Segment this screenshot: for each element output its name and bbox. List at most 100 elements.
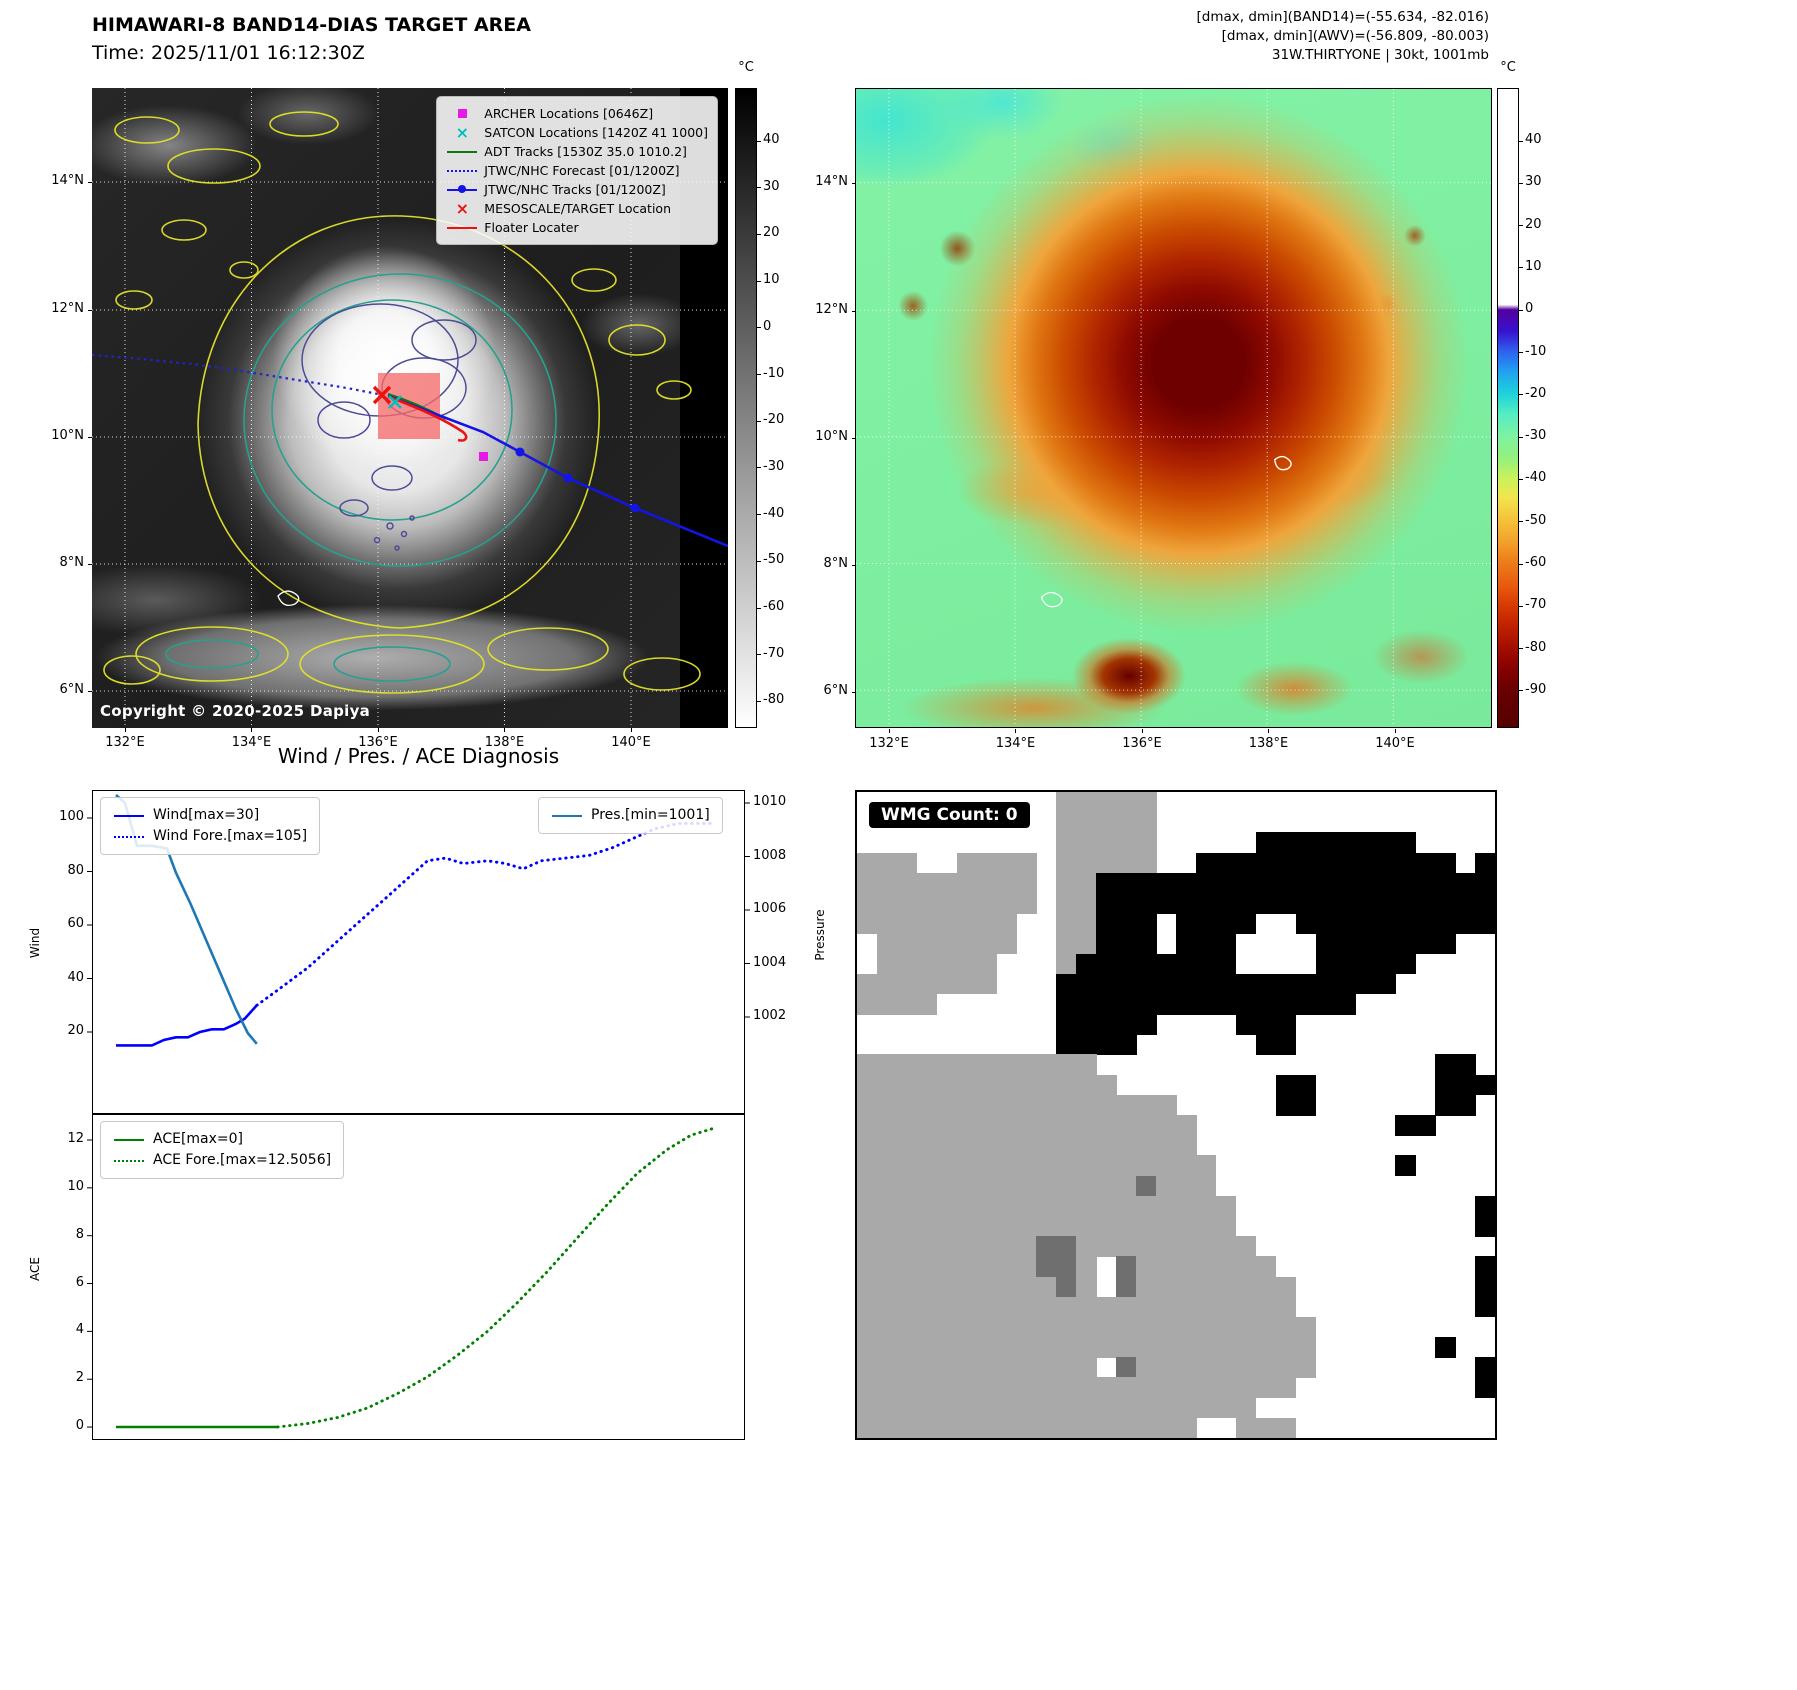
wmg-cell xyxy=(1056,1175,1077,1197)
wmg-cell xyxy=(956,953,978,975)
wmg-cell xyxy=(1036,1195,1057,1217)
wmg-cell xyxy=(1255,1014,1277,1035)
wmg-cell xyxy=(976,1316,998,1338)
wmg-cell xyxy=(1176,913,1197,934)
colorbar-tick xyxy=(1519,182,1523,184)
chart-y-tick-label: 12 xyxy=(67,1131,84,1146)
wmg-cell xyxy=(1116,1195,1137,1217)
wmg-cell xyxy=(1076,1135,1097,1156)
chart-y-tick-label: 80 xyxy=(67,862,84,878)
wmg-cell xyxy=(1195,1276,1217,1298)
wmg-cell xyxy=(916,1236,938,1257)
wmg-cell xyxy=(916,1195,938,1217)
wmg-cell xyxy=(1056,1034,1077,1056)
wmg-cell xyxy=(1475,1377,1495,1399)
ace-axis-label: ACE xyxy=(28,1257,42,1281)
y-tick-label: 12°N xyxy=(815,302,848,317)
wmg-cell xyxy=(1156,1377,1177,1399)
wmg-cell xyxy=(1096,1337,1117,1358)
wmg-cell xyxy=(1096,1397,1117,1419)
axis-tick xyxy=(124,728,126,732)
wmg-cell xyxy=(916,1135,938,1156)
wmg-cell xyxy=(1116,953,1137,975)
wmg-cell xyxy=(1136,792,1157,813)
wmg-cell xyxy=(857,1256,878,1278)
wmg-cell xyxy=(956,1094,978,1116)
wmg-cell xyxy=(916,1215,938,1237)
wmg-cell xyxy=(1195,1397,1217,1419)
wmg-cell xyxy=(936,1357,958,1379)
legend-swatch xyxy=(114,1138,144,1141)
wmg-cell xyxy=(1096,1236,1117,1257)
wmg-cell xyxy=(1315,892,1337,914)
legend-item: ADT Tracks [1530Z 35.0 1010.2] xyxy=(446,142,708,161)
plot-border xyxy=(92,1113,745,1440)
wmg-cell xyxy=(1136,973,1157,995)
wmg-cell xyxy=(1176,1417,1197,1438)
wmg-cell xyxy=(1056,1236,1077,1257)
wmg-cell xyxy=(1435,1074,1456,1096)
wmg-cell xyxy=(956,1397,978,1419)
wmg-cell xyxy=(1056,973,1077,995)
colorbar-tick xyxy=(757,560,761,562)
wmg-cell xyxy=(936,1094,958,1116)
wind-legend: Wind[max=30] Wind Fore.[max=105] xyxy=(100,797,321,855)
wmg-cell xyxy=(1056,1316,1077,1338)
floater-locater-line xyxy=(388,395,468,442)
legend-item: Wind Fore.[max=105] xyxy=(113,826,307,847)
wmg-cell xyxy=(1076,1377,1097,1399)
coastline-contour xyxy=(277,590,300,607)
wmg-cell xyxy=(1395,872,1416,894)
wmg-cell xyxy=(1116,993,1137,1015)
wmg-cell xyxy=(1235,1014,1257,1035)
wmg-cell xyxy=(857,1276,878,1298)
wmg-cell xyxy=(1235,1236,1257,1257)
axis-tick xyxy=(1394,729,1396,733)
wmg-cell xyxy=(936,1236,958,1257)
wmg-cell xyxy=(976,1377,998,1399)
wmg-cell xyxy=(1235,872,1257,894)
wmg-cell xyxy=(1016,1215,1038,1237)
colorbar-tick xyxy=(1519,394,1523,396)
line-marker-icon xyxy=(446,226,478,229)
wmg-cell xyxy=(1136,1296,1157,1318)
wmg-cell xyxy=(876,1397,898,1419)
wmg-cell xyxy=(1036,1397,1057,1419)
colorbar-tick-label: 10 xyxy=(763,272,780,288)
wmg-cell xyxy=(976,953,998,975)
wmg-cell xyxy=(976,1337,998,1358)
wmg-cell xyxy=(876,1135,898,1156)
legend-item: × MESOSCALE/TARGET Location xyxy=(446,199,708,218)
wmg-cell xyxy=(1096,933,1117,955)
wmg-cell xyxy=(1215,1195,1237,1217)
wmg-cell xyxy=(1056,1054,1077,1076)
line-marker-icon xyxy=(113,814,145,817)
wmg-cell xyxy=(1016,1074,1038,1096)
wmg-cell xyxy=(1136,1417,1157,1438)
wmg-cell xyxy=(1275,1377,1297,1399)
wmg-cell xyxy=(1275,1417,1297,1438)
wmg-cell xyxy=(936,1054,958,1076)
axis-tick xyxy=(88,690,92,692)
wmg-cell xyxy=(1036,1377,1057,1399)
wmg-cell xyxy=(956,1195,978,1217)
wmg-cell xyxy=(1455,1094,1476,1116)
wmg-cell xyxy=(896,933,918,955)
line-marker-icon xyxy=(113,1138,145,1141)
legend-swatch-dot xyxy=(458,184,467,193)
wmg-cell xyxy=(857,1296,878,1318)
wmg-cell xyxy=(996,913,1018,934)
wmg-cell xyxy=(857,1195,878,1217)
wmg-cell xyxy=(1235,852,1257,874)
wmg-cell xyxy=(896,1417,918,1438)
x-tick-label: 132°E xyxy=(105,735,145,750)
wmg-cell xyxy=(976,1094,998,1116)
wmg-cell xyxy=(1056,1357,1077,1379)
wmg-cell xyxy=(1056,1296,1077,1318)
wmg-cell xyxy=(876,1094,898,1116)
wmg-cell xyxy=(1016,1276,1038,1298)
copyright-text: Copyright © 2020-2025 Dapiya xyxy=(100,702,371,720)
wmg-cell xyxy=(1475,1215,1495,1237)
wmg-cell xyxy=(1335,973,1357,995)
wmg-cell xyxy=(1176,1175,1197,1197)
